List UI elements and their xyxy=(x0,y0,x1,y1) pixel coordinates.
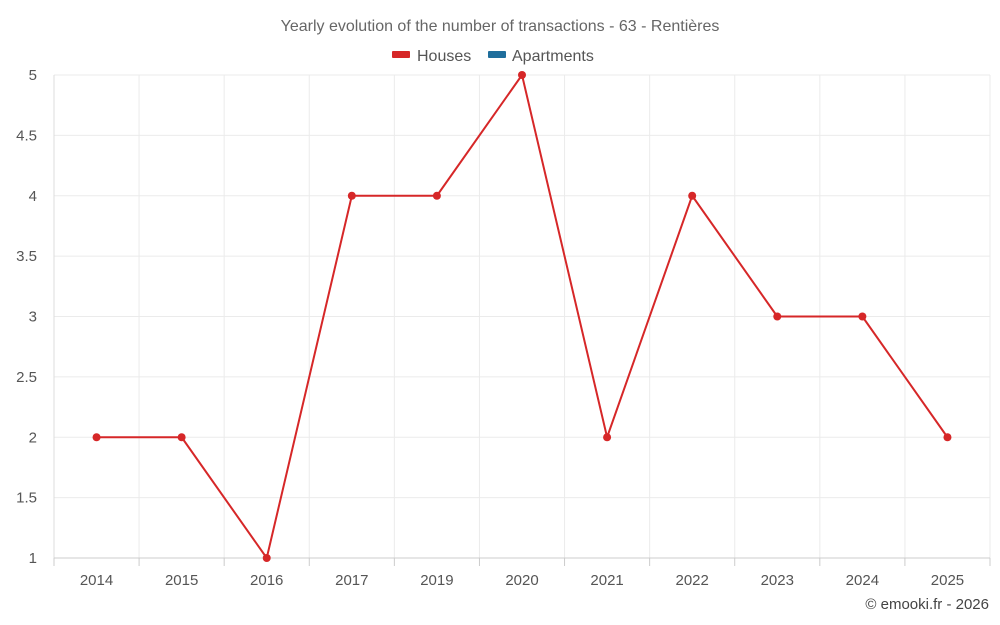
grid xyxy=(54,74,991,558)
y-tick-label: 3.5 xyxy=(16,248,37,265)
x-tick-label: 2025 xyxy=(931,572,964,589)
data-point-houses-2021[interactable] xyxy=(603,433,612,442)
data-point-houses-2019[interactable] xyxy=(432,191,441,200)
data-point-houses-2014[interactable] xyxy=(92,433,101,442)
y-tick-label: 2.5 xyxy=(16,369,37,386)
data-point-houses-2022[interactable] xyxy=(688,191,697,200)
y-tick-label: 1 xyxy=(29,550,37,567)
series-houses xyxy=(92,71,952,562)
data-point-houses-2017[interactable] xyxy=(347,191,356,200)
legend-item-houses[interactable]: Houses xyxy=(392,48,471,65)
x-tick-label: 2022 xyxy=(675,572,708,589)
x-tick-label: 2016 xyxy=(250,572,283,589)
axes xyxy=(53,75,991,566)
legend-swatch-houses xyxy=(392,51,410,58)
legend-label-houses: Houses xyxy=(417,48,471,65)
data-point-houses-2025[interactable] xyxy=(943,433,952,442)
y-tick-label: 3 xyxy=(29,309,37,326)
chart-title: Yearly evolution of the number of transa… xyxy=(281,18,720,35)
y-tick-label: 1.5 xyxy=(16,490,37,507)
data-point-houses-2023[interactable] xyxy=(773,312,782,321)
x-tick-label: 2023 xyxy=(761,572,794,589)
x-tick-label: 2021 xyxy=(590,572,623,589)
y-tick-label: 4 xyxy=(29,188,37,205)
legend-swatch-apartments xyxy=(488,51,506,58)
y-tick-label: 2 xyxy=(29,429,37,446)
legend-label-apartments: Apartments xyxy=(512,48,594,65)
data-point-houses-2020[interactable] xyxy=(518,71,526,79)
x-tick-label: 2017 xyxy=(335,572,368,589)
legend: Houses Apartments xyxy=(392,48,594,65)
y-axis-ticks: 1 1.5 2 2.5 3 3.5 4 4.5 5 xyxy=(16,67,37,567)
data-point-houses-2015[interactable] xyxy=(177,433,186,442)
x-tick-label: 2015 xyxy=(165,572,198,589)
y-tick-label: 5 xyxy=(29,67,37,84)
data-point-houses-2024[interactable] xyxy=(858,312,867,321)
x-tick-label: 2024 xyxy=(846,572,879,589)
credit-text: © emooki.fr - 2026 xyxy=(865,596,989,613)
legend-item-apartments[interactable]: Apartments xyxy=(488,48,594,65)
y-tick-label: 4.5 xyxy=(16,127,37,144)
data-point-houses-2016[interactable] xyxy=(262,554,271,562)
x-axis-ticks: 2014 2015 2016 2017 2019 2020 2021 2022 2023 2024… xyxy=(80,572,964,589)
x-tick-label: 2014 xyxy=(80,572,113,589)
x-tick-label: 2019 xyxy=(420,572,453,589)
x-tick-label: 2020 xyxy=(505,572,538,589)
